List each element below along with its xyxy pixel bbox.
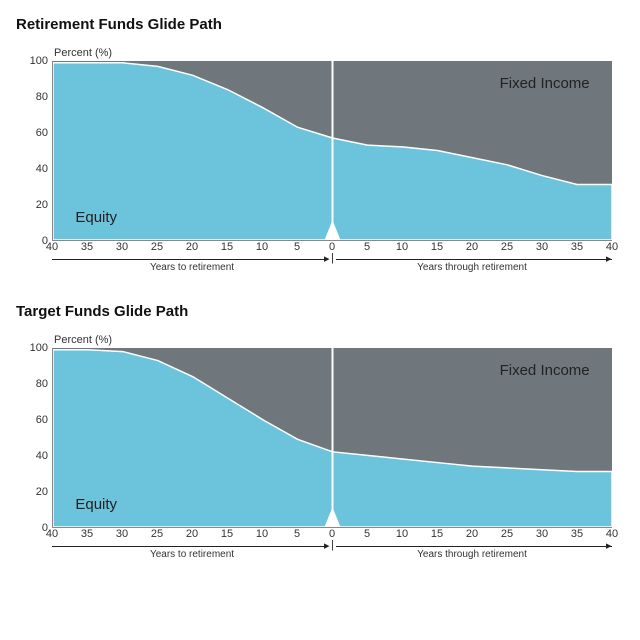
y-tick: 40 — [36, 163, 48, 175]
arrow-right-icon: ▸ — [606, 254, 612, 265]
x-guide-label-left: Years to retirement — [150, 262, 234, 273]
x-tick: 40 — [46, 528, 58, 540]
equity-label: Equity — [75, 209, 117, 226]
x-axis-guides: ▸|▸Years to retirementYears through reti… — [52, 255, 612, 275]
target-glide-path-chart: Target Funds Glide Path Percent (%) 0204… — [16, 303, 624, 562]
x-tick: 5 — [294, 241, 300, 253]
x-tick: 35 — [81, 241, 93, 253]
x-tick: 40 — [46, 241, 58, 253]
x-tick: 15 — [431, 241, 443, 253]
x-guide-label-right: Years through retirement — [417, 549, 527, 560]
arrow-right-icon: ▸ — [324, 254, 330, 265]
x-axis-guides: ▸|▸Years to retirementYears through reti… — [52, 542, 612, 562]
y-tick: 20 — [36, 486, 48, 498]
x-tick: 20 — [186, 241, 198, 253]
y-tick: 100 — [30, 342, 48, 354]
y-axis: 020406080100 — [16, 61, 52, 241]
x-tick: 15 — [221, 528, 233, 540]
page: Retirement Funds Glide Path Percent (%) … — [0, 0, 640, 610]
x-tick: 35 — [81, 528, 93, 540]
x-guide-line-left — [52, 546, 328, 547]
x-guide-label-left: Years to retirement — [150, 549, 234, 560]
x-tick: 5 — [294, 528, 300, 540]
x-guide-line-left — [52, 259, 328, 260]
x-tick: 25 — [501, 528, 513, 540]
x-tick: 25 — [151, 528, 163, 540]
x-guide-label-right: Years through retirement — [417, 262, 527, 273]
x-guide-line-right — [336, 546, 612, 547]
y-tick: 60 — [36, 127, 48, 139]
x-tick: 20 — [466, 241, 478, 253]
x-tick: 40 — [606, 241, 618, 253]
x-tick: 25 — [501, 241, 513, 253]
y-axis-label: Percent (%) — [54, 334, 624, 346]
x-guide-line-right — [336, 259, 612, 260]
y-axis: 020406080100 — [16, 348, 52, 528]
arrow-right-icon: ▸ — [324, 541, 330, 552]
x-tick: 10 — [396, 528, 408, 540]
plot: Fixed Income Equity — [52, 348, 612, 528]
x-tick: 30 — [116, 528, 128, 540]
x-tick: 20 — [186, 528, 198, 540]
x-tick: 15 — [431, 528, 443, 540]
plot-area: 020406080100 Fixed Income Equity — [16, 61, 624, 241]
x-tick: 10 — [256, 528, 268, 540]
x-tick: 5 — [364, 528, 370, 540]
x-tick: 35 — [571, 241, 583, 253]
equity-label: Equity — [75, 496, 117, 513]
x-tick: 5 — [364, 241, 370, 253]
y-tick: 100 — [30, 55, 48, 67]
retirement-glide-path-chart: Retirement Funds Glide Path Percent (%) … — [16, 16, 624, 275]
x-tick: 30 — [116, 241, 128, 253]
x-tick: 30 — [536, 241, 548, 253]
x-tick: 35 — [571, 528, 583, 540]
bar-icon: | — [331, 253, 334, 264]
y-tick: 80 — [36, 378, 48, 390]
x-tick: 10 — [396, 241, 408, 253]
plot-area: 020406080100 Fixed Income Equity — [16, 348, 624, 528]
fixed-income-label: Fixed Income — [500, 362, 590, 379]
x-tick: 40 — [606, 528, 618, 540]
y-axis-label: Percent (%) — [54, 47, 624, 59]
fixed-income-label: Fixed Income — [500, 75, 590, 92]
y-tick: 40 — [36, 450, 48, 462]
x-tick: 30 — [536, 528, 548, 540]
plot: Fixed Income Equity — [52, 61, 612, 241]
chart-title: Target Funds Glide Path — [16, 303, 624, 320]
bar-icon: | — [331, 540, 334, 551]
x-tick: 25 — [151, 241, 163, 253]
arrow-right-icon: ▸ — [606, 541, 612, 552]
x-tick: 20 — [466, 528, 478, 540]
y-tick: 80 — [36, 91, 48, 103]
x-tick: 15 — [221, 241, 233, 253]
y-tick: 60 — [36, 414, 48, 426]
chart-title: Retirement Funds Glide Path — [16, 16, 624, 33]
y-tick: 20 — [36, 199, 48, 211]
x-tick: 10 — [256, 241, 268, 253]
